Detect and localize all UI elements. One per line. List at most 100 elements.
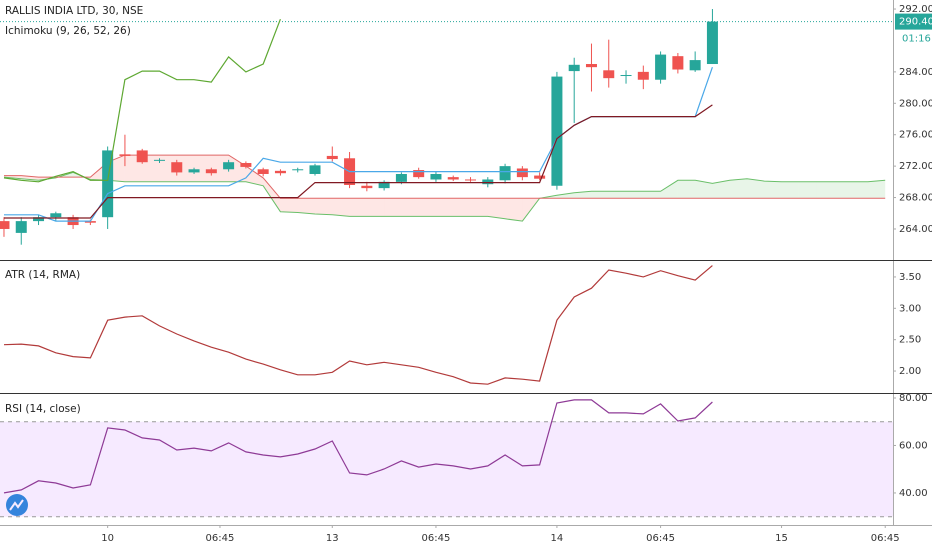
cloud-span-a — [3, 171, 886, 222]
cloud-fill — [695, 180, 713, 199]
cloud-fill — [176, 155, 195, 182]
y-tick-label: 80.00 — [899, 393, 928, 404]
cloud-fill — [712, 180, 730, 199]
y-tick-label: 3.00 — [899, 303, 921, 314]
cloud-fill — [263, 177, 281, 212]
cloud-fill — [574, 191, 592, 199]
candle-body — [655, 54, 667, 80]
cloud-fill — [211, 155, 229, 182]
countdown-box — [895, 30, 932, 47]
indicator-title: Ichimoku (9, 26, 52, 26) — [5, 25, 131, 37]
y-tick-label: 284.00 — [899, 67, 932, 78]
indicator-line — [4, 104, 713, 219]
cloud-fill — [781, 181, 799, 199]
cloud-fill — [366, 198, 385, 217]
candle-body — [274, 170, 286, 174]
candle-body — [568, 64, 580, 72]
y-tick-label: 40.00 — [899, 488, 928, 499]
cloud-fill — [418, 198, 436, 217]
band-fill — [0, 421, 893, 517]
logo[interactable] — [6, 494, 28, 516]
cloud-fill — [297, 198, 316, 215]
cloud-fill — [643, 191, 661, 199]
candle-body — [257, 169, 269, 174]
candle-body — [482, 179, 494, 185]
candle-body — [361, 185, 373, 189]
cloud-fill — [159, 155, 177, 182]
cloud-fill — [626, 191, 644, 199]
candle-body — [205, 169, 217, 174]
indicator-title: ATR (14, RMA) — [5, 269, 80, 281]
cloud-fill — [764, 181, 782, 199]
cloud-fill — [435, 198, 454, 217]
candle-body — [413, 170, 425, 178]
x-tick-label: 14 — [551, 533, 564, 544]
candle-body — [33, 217, 45, 222]
y-tick-label: 268.00 — [899, 193, 932, 204]
last-price-label: 290.40 — [899, 17, 932, 28]
cloud-fill — [833, 181, 851, 199]
indicator-line — [3, 18, 281, 183]
y-tick-label: 264.00 — [899, 224, 932, 235]
candle-body — [309, 165, 321, 174]
y-tick-label: 2.50 — [899, 335, 921, 346]
x-tick-label: 06:45 — [422, 533, 451, 544]
candle-body — [136, 150, 148, 163]
candle-body — [292, 169, 304, 171]
candle-body — [240, 162, 252, 167]
y-tick-label: 3.50 — [899, 272, 921, 283]
indicator-line — [3, 399, 713, 494]
candle-body — [585, 64, 597, 68]
cloud-fill — [850, 181, 868, 199]
cloud-fill — [660, 180, 678, 199]
candle-body — [153, 159, 165, 161]
cloud-fill — [384, 198, 402, 217]
cloud-fill — [470, 198, 488, 217]
logo-icon[interactable] — [9, 499, 24, 511]
candle-body — [430, 173, 442, 180]
x-tick-label: 06:45 — [646, 533, 675, 544]
candle-body — [534, 175, 546, 179]
indicator-title: RSI (14, close) — [5, 403, 81, 415]
y-tick-label: 292.00 — [899, 4, 932, 15]
candle-body — [15, 221, 27, 233]
y-tick-label: 2.00 — [899, 366, 921, 377]
cloud-fill — [816, 181, 834, 199]
candle-body — [637, 71, 649, 80]
candle-body — [689, 60, 701, 71]
cloud-fill — [591, 191, 609, 199]
cloud-fill — [228, 155, 246, 182]
cloud-fill — [194, 155, 212, 182]
cloud-fill — [556, 192, 575, 199]
candle-body — [706, 21, 718, 65]
candle-body — [499, 166, 511, 181]
candle-body — [84, 221, 96, 223]
candle-body — [395, 173, 407, 182]
cloud-fill — [349, 198, 367, 217]
candle-body — [551, 76, 563, 186]
x-tick-label: 13 — [326, 533, 339, 544]
cloud-fill — [608, 191, 627, 199]
cloud-fill — [332, 198, 350, 217]
cloud-fill — [487, 198, 506, 219]
y-tick-label: 60.00 — [899, 440, 928, 451]
cloud-fill — [677, 180, 696, 199]
countdown-label: 01:16 — [902, 34, 931, 45]
cloud-fill — [453, 198, 471, 217]
chart-title: RALLIS INDIA LTD, 30, NSE — [5, 5, 143, 17]
indicator-line — [3, 265, 713, 385]
candle-body — [326, 155, 338, 160]
candle-body — [603, 70, 615, 79]
candle-body — [465, 179, 477, 181]
candle-body — [171, 162, 183, 173]
candle-body — [102, 150, 114, 218]
candle-body — [119, 154, 131, 156]
candle-body — [378, 181, 390, 189]
cloud-fill — [245, 166, 264, 186]
cloud-fill — [280, 198, 298, 213]
y-tick-label: 276.00 — [899, 130, 932, 141]
